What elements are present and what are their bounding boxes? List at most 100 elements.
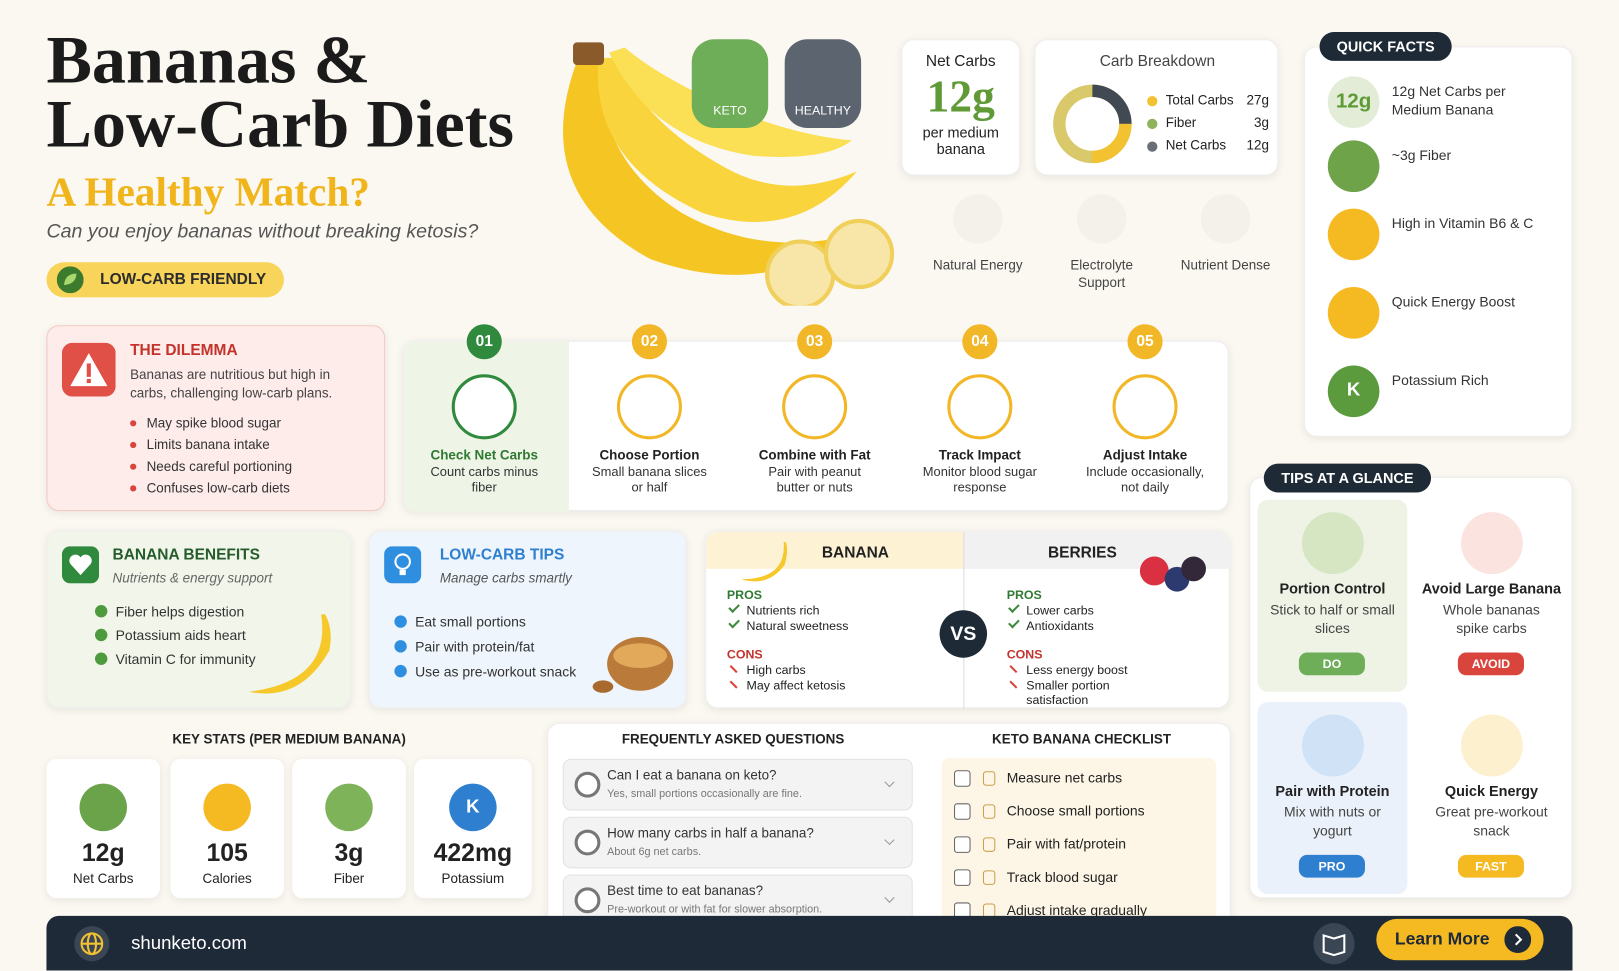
- book-icon[interactable]: [1312, 922, 1355, 965]
- icon-bg: [952, 194, 1003, 244]
- faq-item[interactable]: Can I eat a banana on keto? Yes, small po…: [562, 758, 913, 811]
- glance-card: Quick Energy Great pre-workout snack FAST: [1416, 702, 1567, 895]
- step-title: Track Impact: [938, 447, 1021, 463]
- icon-bg: [1076, 194, 1127, 244]
- glance-icon: [1460, 714, 1523, 777]
- pro-item: Natural sweetness: [746, 618, 849, 633]
- legend-value: 3g: [1254, 114, 1269, 131]
- faq-question: Best time to eat bananas?: [607, 882, 764, 899]
- list-item: Confuses low-carb diets: [130, 480, 378, 502]
- badge-text: LOW-CARB FRIENDLY: [100, 270, 267, 289]
- question-icon: [574, 887, 601, 914]
- checkbox[interactable]: [954, 803, 971, 820]
- checkbox[interactable]: [954, 770, 971, 787]
- icon-bg: [574, 771, 601, 798]
- bullet: [394, 664, 407, 678]
- title-line: Low-Carb Diets: [46, 86, 514, 163]
- glance-tag: PRO: [1298, 854, 1365, 878]
- item-text: Eat small portions: [415, 614, 526, 630]
- learn-more-button[interactable]: Learn More: [1376, 918, 1544, 961]
- bullet: [130, 441, 137, 449]
- list-item: Potassium aids heart: [94, 628, 302, 652]
- stat-card: 12g Net Carbs: [46, 758, 161, 899]
- bullet: [130, 420, 137, 427]
- feature-label: Natural Energy: [933, 257, 1023, 273]
- bullet: [130, 463, 137, 470]
- step-number: 03: [797, 324, 833, 360]
- check-text: Choose small portions: [1006, 803, 1145, 819]
- keto-tag: KETO: [691, 39, 769, 129]
- faq-item[interactable]: How many carbs in half a banana? About 6g…: [562, 816, 913, 869]
- berries-icon: [1139, 556, 1206, 592]
- con-mark: [729, 665, 738, 674]
- icon-bg: [574, 887, 601, 914]
- checkbox[interactable]: [954, 869, 971, 886]
- card-title: THE DILEMMA: [130, 341, 238, 360]
- step-number: 01: [466, 324, 502, 360]
- cons-label: CONS: [726, 647, 763, 662]
- pro-mark: [1008, 616, 1020, 629]
- glance-grid: Portion Control Stick to half or small sl…: [1257, 499, 1568, 896]
- glance-icon: [1301, 512, 1364, 575]
- section-title: QUICK FACTS: [1319, 32, 1452, 61]
- list-item: Fiber helps digestion: [94, 604, 302, 628]
- item-text: Vitamin C for immunity: [115, 651, 256, 667]
- fact-icon: [1327, 287, 1380, 339]
- footer: shunketo.com Learn More: [46, 915, 1573, 971]
- section-title: KEY STATS (PER MEDIUM BANANA): [172, 731, 406, 747]
- con-item: Smaller portion satisfaction: [1026, 678, 1110, 708]
- card-title: LOW-CARB TIPS: [439, 546, 565, 564]
- glance-card: Avoid Large Banana Whole bananas spike ca…: [1416, 499, 1567, 692]
- quick-facts-panel: 12g 12g Net Carbs per Medium Banana ~3g Fi…: [1304, 46, 1573, 437]
- bullet: [94, 628, 108, 642]
- check-icon: [982, 804, 996, 819]
- check-text: Pair with fat/protein: [1006, 836, 1127, 852]
- heart-icon: [61, 546, 100, 584]
- tips-card: LOW-CARB TIPS Manage carbs smartly Eat s…: [368, 530, 687, 709]
- step-text: Include occasionally, not daily: [1085, 464, 1205, 495]
- item-text: May spike blood sugar: [146, 415, 281, 431]
- step-icon: [1112, 374, 1178, 440]
- step-number: 04: [962, 324, 998, 360]
- step-title: Combine with Fat: [758, 447, 871, 463]
- icon-bg: [1200, 194, 1251, 244]
- peanut-butter-icon: [592, 637, 674, 693]
- comparison-card: BANANA PROS Nutrients rich Natural sweetnes…: [705, 530, 1231, 710]
- pro-mark: [728, 616, 740, 629]
- stat-icon: [79, 783, 127, 832]
- glance-tag: DO: [1298, 652, 1365, 676]
- step-title: Adjust Intake: [1102, 447, 1188, 463]
- section-title: TIPS AT A GLANCE: [1263, 463, 1432, 493]
- section-title: FREQUENTLY ASKED QUESTIONS: [621, 731, 845, 747]
- pros-label: PROS: [1006, 587, 1042, 602]
- checkbox[interactable]: [954, 836, 971, 853]
- faq-answer: Yes, small portions occasionally are fin…: [607, 787, 802, 801]
- card-text: Bananas are nutritious but high in carbs…: [130, 366, 333, 401]
- subtitle: A Healthy Match?: [46, 168, 370, 215]
- icon-bg: [1301, 512, 1364, 575]
- pro-item: Antioxidants: [1026, 618, 1094, 633]
- check-icon: [982, 837, 996, 852]
- arrow-icon[interactable]: [1504, 926, 1532, 953]
- list-item: Limits banana intake: [130, 437, 378, 459]
- stat-card: 105 Calories: [170, 758, 284, 899]
- card-title: BANANA BENEFITS: [112, 546, 260, 564]
- legend-dot: [1147, 141, 1158, 152]
- legend-label: Net Carbs: [1165, 137, 1227, 153]
- benefits-card: BANANA BENEFITS Nutrients & energy suppo…: [46, 530, 352, 709]
- check-text: Measure net carbs: [1006, 770, 1123, 786]
- button-text[interactable]: Learn More: [1394, 929, 1490, 949]
- stat-icon: [325, 783, 373, 832]
- faq-question: Can I eat a banana on keto?: [607, 767, 777, 783]
- fact-badge: K: [1346, 378, 1361, 400]
- pro-mark: [1008, 601, 1020, 613]
- glance-title: Pair with Protein: [1275, 782, 1390, 800]
- dilemma-card: THE DILEMMA Bananas are nutritious but h…: [46, 325, 386, 512]
- pro-item: Lower carbs: [1026, 602, 1094, 618]
- stat-value: 105: [206, 839, 248, 868]
- item-text: Limits banana intake: [146, 436, 270, 453]
- item-text: Use as pre-workout snack: [415, 663, 577, 680]
- bulb-icon: [384, 546, 422, 584]
- stat-icon: K: [449, 783, 497, 832]
- site-name: shunketo.com: [131, 932, 247, 953]
